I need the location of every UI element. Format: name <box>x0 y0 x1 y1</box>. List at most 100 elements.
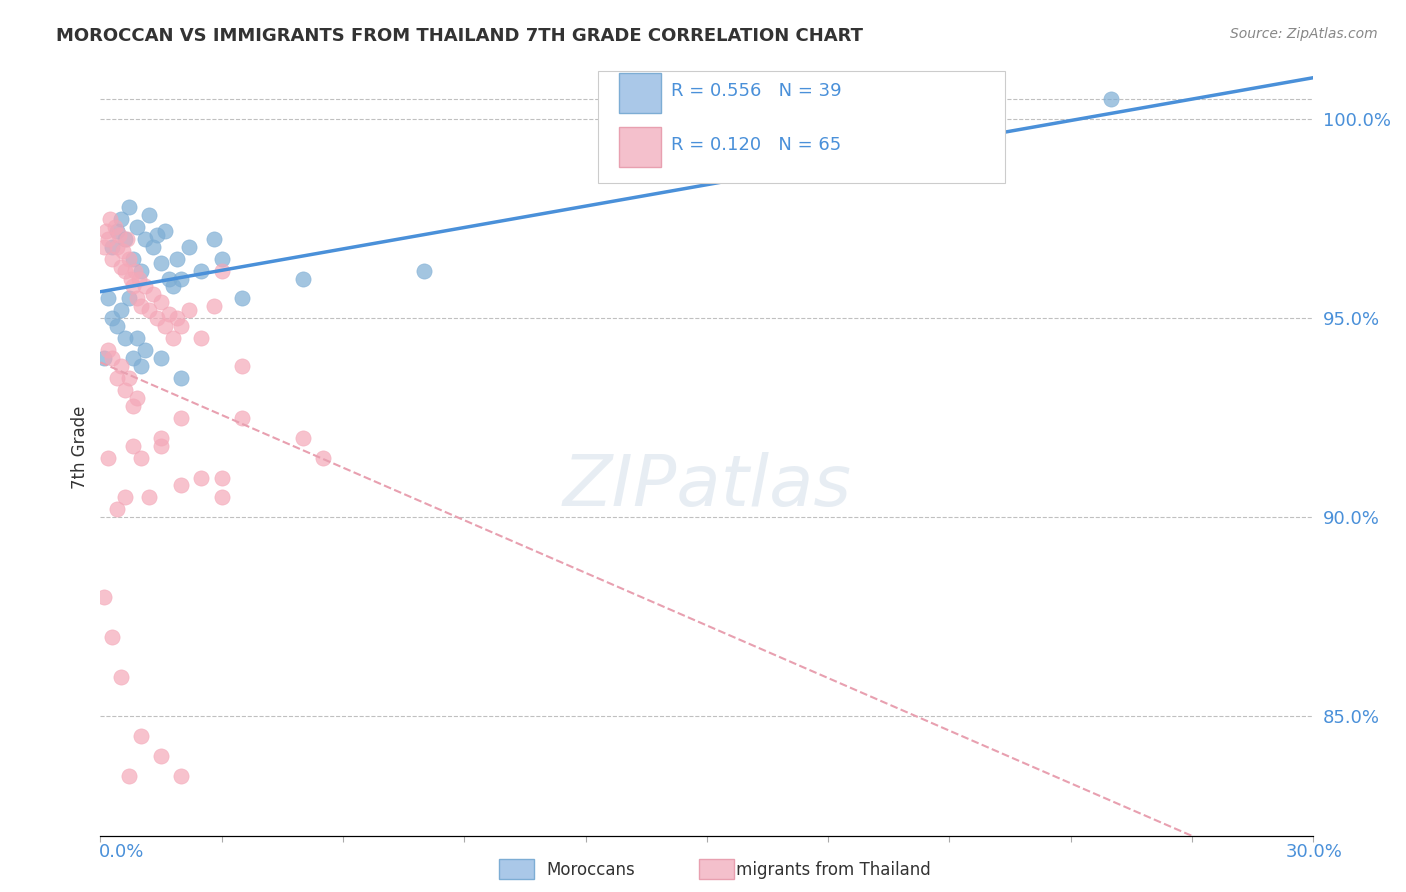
Point <box>142 240 165 254</box>
Point <box>110 211 132 226</box>
Point <box>138 491 160 505</box>
Point <box>211 252 233 266</box>
Point <box>150 295 173 310</box>
Point <box>170 371 193 385</box>
Point <box>129 299 152 313</box>
Text: R = 0.120   N = 65: R = 0.120 N = 65 <box>671 136 841 154</box>
Point <box>166 252 188 266</box>
Point <box>105 224 128 238</box>
Point <box>114 383 136 397</box>
Point <box>121 252 143 266</box>
Point <box>129 450 152 465</box>
Point <box>190 470 212 484</box>
Point <box>100 211 122 226</box>
Point <box>134 232 156 246</box>
Point <box>211 470 233 484</box>
Point <box>170 319 193 334</box>
Point <box>120 271 142 285</box>
Point <box>170 478 193 492</box>
Point <box>110 260 132 274</box>
Point <box>93 590 115 604</box>
Point <box>231 359 253 373</box>
Point <box>105 319 128 334</box>
Point <box>412 263 434 277</box>
Point <box>118 371 141 385</box>
Text: Moroccans: Moroccans <box>546 861 636 879</box>
Y-axis label: 7th Grade: 7th Grade <box>72 406 89 490</box>
Point <box>111 244 134 258</box>
Point <box>110 303 132 318</box>
Point <box>129 359 152 373</box>
Point <box>96 224 118 238</box>
Point <box>150 351 173 365</box>
Point <box>118 200 141 214</box>
Point <box>150 255 173 269</box>
Point <box>93 240 115 254</box>
Point <box>202 232 225 246</box>
Point <box>118 769 141 783</box>
Point <box>157 307 180 321</box>
Point <box>134 279 156 293</box>
Point <box>170 271 193 285</box>
Point <box>129 263 152 277</box>
Point <box>110 669 132 683</box>
Point <box>146 227 169 242</box>
Point <box>114 232 136 246</box>
Point <box>162 331 184 345</box>
Point <box>157 271 180 285</box>
Point <box>118 252 141 266</box>
Point <box>190 263 212 277</box>
Point <box>121 439 143 453</box>
Text: 0.0%: 0.0% <box>98 843 143 861</box>
Point <box>211 491 233 505</box>
Point <box>179 303 201 318</box>
Point <box>138 208 160 222</box>
Point <box>103 219 125 234</box>
Point <box>121 279 143 293</box>
Point <box>114 263 136 277</box>
Point <box>97 292 120 306</box>
Point <box>125 391 148 405</box>
Point <box>291 271 314 285</box>
Point <box>114 491 136 505</box>
Text: MOROCCAN VS IMMIGRANTS FROM THAILAND 7TH GRADE CORRELATION CHART: MOROCCAN VS IMMIGRANTS FROM THAILAND 7TH… <box>56 27 863 45</box>
Point <box>97 450 120 465</box>
Text: 30.0%: 30.0% <box>1286 843 1343 861</box>
Point <box>190 331 212 345</box>
Point <box>166 311 188 326</box>
Point <box>231 292 253 306</box>
Point <box>162 279 184 293</box>
Point <box>93 351 115 365</box>
Text: Immigrants from Thailand: Immigrants from Thailand <box>714 861 931 879</box>
Point <box>105 502 128 516</box>
Point <box>101 240 124 254</box>
Point <box>115 232 138 246</box>
Text: ZIPatlas: ZIPatlas <box>562 452 851 521</box>
Point <box>1099 92 1122 106</box>
Point <box>170 769 193 783</box>
Point <box>134 343 156 358</box>
Point <box>146 311 169 326</box>
Point <box>121 351 143 365</box>
Point <box>124 263 146 277</box>
Point <box>97 343 120 358</box>
Point <box>211 263 233 277</box>
Point <box>179 240 201 254</box>
Point <box>101 351 124 365</box>
Point <box>105 240 128 254</box>
Point <box>170 410 193 425</box>
Point <box>107 227 129 242</box>
Point <box>125 219 148 234</box>
Point <box>101 311 124 326</box>
Point <box>125 292 148 306</box>
Point <box>231 410 253 425</box>
Text: R = 0.556   N = 39: R = 0.556 N = 39 <box>671 82 841 100</box>
Point <box>110 359 132 373</box>
Point <box>150 431 173 445</box>
Point <box>129 729 152 743</box>
Point <box>142 287 165 301</box>
Point <box>128 271 150 285</box>
Point <box>291 431 314 445</box>
Point <box>114 331 136 345</box>
Point <box>150 749 173 764</box>
